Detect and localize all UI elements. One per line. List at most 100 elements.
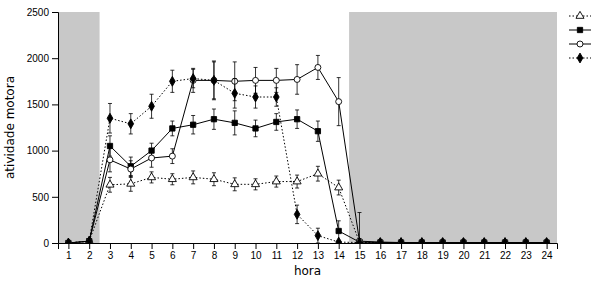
- error-cap: [191, 92, 195, 93]
- marker: [419, 238, 425, 243]
- error-bar: [295, 205, 299, 223]
- error-cap: [295, 188, 299, 189]
- error-bar: [191, 68, 195, 92]
- tick: 17: [396, 243, 408, 261]
- error-cap: [108, 135, 112, 136]
- tick: 23: [521, 243, 533, 261]
- error-cap: [191, 183, 195, 184]
- marker: [106, 180, 114, 187]
- error-cap: [108, 192, 112, 193]
- error-bar: [295, 110, 299, 128]
- error-cap: [274, 68, 278, 69]
- marker: [211, 117, 216, 122]
- marker: [148, 173, 156, 180]
- tick: 9: [232, 243, 238, 261]
- error-bar: [337, 78, 341, 126]
- tick: 10: [250, 243, 262, 261]
- error-bar: [170, 121, 174, 136]
- marker: [149, 101, 155, 111]
- error-cap: [316, 181, 320, 182]
- tick-mark: [235, 243, 236, 249]
- error-cap: [212, 129, 216, 130]
- x-axis-title: hora: [294, 264, 321, 278]
- error-cap: [254, 120, 258, 121]
- error-cap: [274, 106, 278, 107]
- tick: 5: [149, 243, 155, 261]
- tick-mark: [52, 197, 58, 198]
- error-cap: [191, 170, 195, 171]
- marker: [294, 209, 300, 219]
- marker: [336, 228, 341, 233]
- marker: [294, 76, 300, 82]
- error-cap: [316, 79, 320, 80]
- tick: 22: [500, 243, 512, 261]
- error-cap: [316, 55, 320, 56]
- tick-mark: [52, 243, 58, 244]
- tick-label: 0: [43, 238, 49, 249]
- tick-mark: [68, 243, 69, 249]
- error-cap: [108, 177, 112, 178]
- tick-label: 500: [32, 192, 49, 203]
- error-cap: [108, 103, 112, 104]
- marker: [274, 119, 279, 124]
- y-axis: 05001000150020002500: [27, 7, 59, 249]
- error-cap: [170, 92, 174, 93]
- error-cap: [337, 180, 341, 181]
- marker: [232, 88, 238, 98]
- tick-label: 1000: [27, 145, 50, 156]
- error-cap: [254, 189, 258, 190]
- marker: [523, 238, 529, 243]
- marker: [190, 74, 196, 84]
- tick: 1500: [27, 99, 58, 110]
- error-cap: [254, 85, 258, 86]
- error-cap: [295, 175, 299, 176]
- tick: 500: [32, 192, 58, 203]
- error-cap: [274, 187, 278, 188]
- marker: [107, 113, 113, 123]
- tick-label: 2500: [27, 7, 50, 18]
- error-bar: [233, 79, 237, 109]
- marker: [149, 155, 155, 161]
- error-cap: [170, 148, 174, 149]
- error-bar: [254, 120, 258, 137]
- tick: 14: [334, 243, 346, 261]
- tick: 2: [87, 243, 93, 261]
- marker: [293, 177, 301, 184]
- error-cap: [212, 60, 216, 61]
- x-axis: 123456789101112131415161718192021222324: [59, 243, 558, 261]
- marker: [170, 76, 176, 86]
- tick: 13: [313, 243, 325, 261]
- tick-mark: [256, 243, 257, 249]
- tick-label: 1: [66, 250, 72, 261]
- error-bar: [295, 65, 299, 95]
- marker: [190, 122, 195, 127]
- tick-mark: [52, 12, 58, 13]
- error-cap: [129, 157, 133, 158]
- error-bar: [212, 109, 216, 129]
- marker: [253, 126, 258, 131]
- error-cap: [129, 133, 133, 134]
- marker: [335, 183, 343, 190]
- marker: [294, 117, 299, 122]
- tick-mark: [443, 243, 444, 249]
- chart: 1234567891011121314151617181920212223240…: [0, 0, 609, 281]
- tick: 11: [272, 243, 283, 261]
- error-cap: [212, 61, 216, 62]
- error-bar: [170, 70, 174, 92]
- error-cap: [274, 87, 278, 88]
- tick-label: 22: [500, 250, 512, 261]
- marker: [315, 231, 321, 241]
- error-bar: [108, 148, 112, 172]
- tick-mark: [339, 243, 340, 249]
- marker: [211, 75, 217, 85]
- tick-mark: [318, 243, 319, 249]
- error-bar: [129, 114, 133, 134]
- marker: [127, 179, 135, 186]
- error-bar: [274, 114, 278, 131]
- error-cap: [254, 108, 258, 109]
- error-cap: [316, 141, 320, 142]
- tick-mark: [131, 243, 132, 249]
- tick-mark: [52, 104, 58, 105]
- error-bar: [316, 55, 320, 79]
- error-cap: [254, 67, 258, 68]
